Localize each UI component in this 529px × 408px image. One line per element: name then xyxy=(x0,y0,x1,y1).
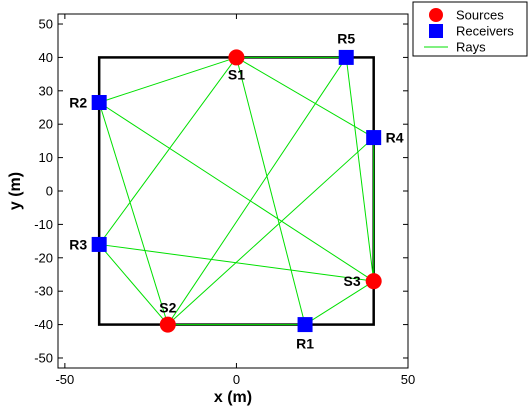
x-tick-label: 0 xyxy=(233,372,240,387)
ray-s1-r1 xyxy=(235,57,306,325)
ray-s2-r4 xyxy=(167,137,375,325)
point-label-r1: R1 xyxy=(296,336,314,352)
point-label-r3: R3 xyxy=(69,236,87,252)
point-label-r2: R2 xyxy=(69,95,87,111)
plot-frame xyxy=(57,13,409,369)
x-tick-label: -50 xyxy=(55,372,74,387)
receiver-marker-r4 xyxy=(366,130,382,146)
ray-s3-r2 xyxy=(98,102,374,282)
legend-receiver-marker xyxy=(429,24,443,38)
point-label-r5: R5 xyxy=(337,30,355,46)
point-label-r4: R4 xyxy=(386,130,404,146)
ray-s3-r5 xyxy=(345,57,375,282)
legend-source-marker xyxy=(429,8,443,22)
ray-s1-r3 xyxy=(98,57,237,245)
rays-layer xyxy=(98,56,375,326)
y-tick-label: -20 xyxy=(34,250,53,265)
y-tick-label: -40 xyxy=(34,317,53,332)
point-label-s3: S3 xyxy=(344,273,361,289)
legend-entry-rays: Rays xyxy=(456,40,486,55)
y-tick-label: -50 xyxy=(34,350,53,365)
points-layer xyxy=(91,49,382,333)
y-tick-label: -30 xyxy=(34,284,53,299)
y-tick-label: 50 xyxy=(39,17,53,32)
source-marker-s1 xyxy=(228,49,245,66)
point-labels-layer: S1 S2 S3 R1 R2 R3 R4 R5 xyxy=(69,30,404,351)
legend-entry-sources: Sources xyxy=(456,8,504,23)
y-tick-label: 0 xyxy=(46,184,53,199)
ray-s2-r5 xyxy=(167,57,347,325)
y-axis-label: y (m) xyxy=(7,172,24,210)
y-tick-label: 40 xyxy=(39,50,53,65)
y-tick-label: 10 xyxy=(39,150,53,165)
y-tick-label: 30 xyxy=(39,83,53,98)
x-axis-label: x (m) xyxy=(214,389,252,406)
source-marker-s2 xyxy=(159,316,176,333)
ray-s3-r3 xyxy=(99,243,374,282)
receiver-marker-r2 xyxy=(91,95,107,110)
receiver-marker-r1 xyxy=(297,317,313,333)
y-tick-label: 20 xyxy=(39,117,53,132)
point-label-s2: S2 xyxy=(159,300,176,316)
ray-s1-r2 xyxy=(99,56,237,103)
ray-s3-r1 xyxy=(304,280,374,326)
x-tick-label: 50 xyxy=(401,372,415,387)
legend-entry-receivers: Receivers xyxy=(456,24,514,39)
ray-s2-r2 xyxy=(98,102,169,325)
source-marker-s3 xyxy=(365,273,382,290)
ray-s1-r4 xyxy=(236,56,374,138)
receiver-marker-r5 xyxy=(338,49,354,65)
y-tick-label: -10 xyxy=(34,217,53,232)
receiver-marker-r3 xyxy=(91,236,107,252)
ticks-layer: -50 0 50 50 40 30 20 10 0 -10 -20 -30 -40 -50 xyxy=(34,14,415,387)
ray-s2-r3 xyxy=(98,244,169,325)
point-label-s1: S1 xyxy=(228,66,245,82)
